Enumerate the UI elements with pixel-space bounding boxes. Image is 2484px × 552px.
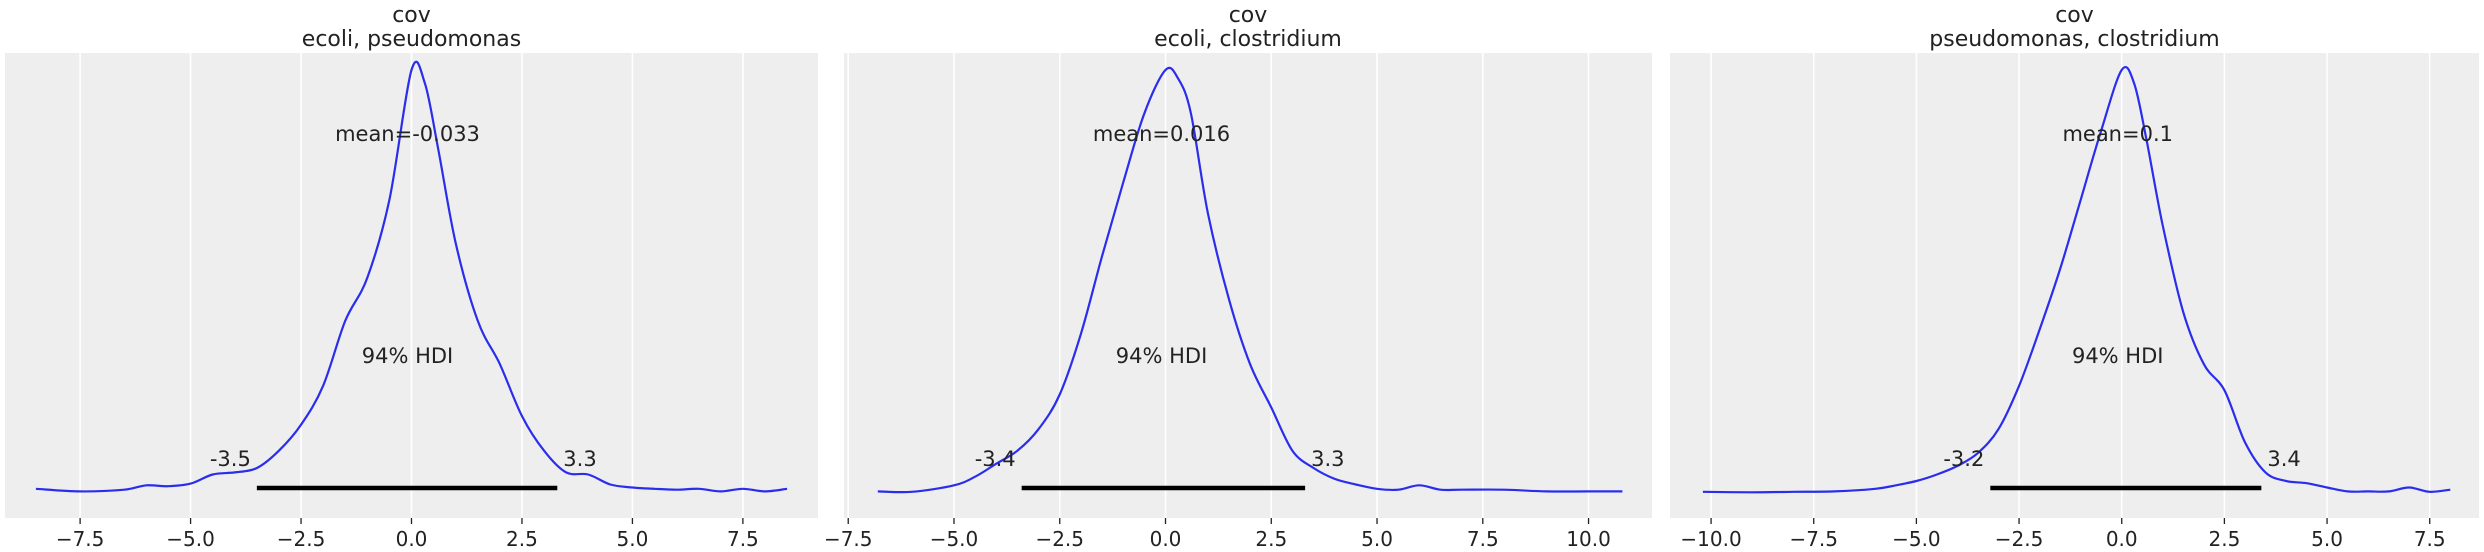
x-tick-label: −7.5 [56,527,105,551]
hdi-low-label: -3.4 [975,447,1016,471]
x-tick-label: −2.5 [1035,527,1084,551]
mean-label: mean=-0.033 [335,122,480,146]
x-tick-label: −5.0 [166,527,215,551]
x-tick-label: −2.5 [1995,527,2044,551]
hdi-high-label: 3.3 [1311,447,1344,471]
x-tick-label: 5.0 [1361,527,1393,551]
subplot-3: −10.0 −7.5 −5.0 −2.5 0.0 2.5 5.0 7.5 covpseudomo… [1670,3,2479,551]
hdi-high-label: 3.4 [2267,447,2300,471]
plot-area [1670,53,2479,518]
hdi-label: 94% HDI [362,344,454,368]
x-tick-label: −7.5 [824,527,873,551]
x-tick-label: 2.5 [2208,527,2240,551]
x-tick-label: −2.5 [277,527,326,551]
subplot-title-line1: cov [392,3,431,28]
mean-label: mean=0.016 [1093,122,1230,146]
plot-area [844,53,1652,518]
subplot-title-line1: cov [2055,3,2094,28]
density-curve [877,66,1623,494]
subplot-title-line1: cov [1229,3,1268,28]
hdi-label: 94% HDI [1116,344,1208,368]
x-tick-label: 0.0 [1150,527,1182,551]
x-tick-label: 0.0 [396,527,428,551]
x-tick-label: 7.5 [727,527,759,551]
x-tick-label: 10.0 [1566,527,1611,551]
subplot-title-line2: ecoli, pseudomonas [302,27,521,52]
density-curve [1702,65,2451,494]
hdi-low-label: -3.2 [1943,447,1984,471]
x-tick-label: 7.5 [2414,527,2446,551]
x-tick-label: 2.5 [506,527,538,551]
x-tick-label: −5.0 [1892,527,1941,551]
density-curve [35,60,788,493]
x-tick-label: −7.5 [1789,527,1838,551]
x-tick-label: 5.0 [2311,527,2343,551]
x-tick-label: 2.5 [1255,527,1287,551]
subplot-title-line2: pseudomonas, clostridium [1929,27,2219,52]
hdi-high-label: 3.3 [563,447,596,471]
hdi-label: 94% HDI [2072,344,2164,368]
x-tick-label: −10.0 [1680,527,1741,551]
x-tick-label: 0.0 [2106,527,2138,551]
x-tick-label: 7.5 [1467,527,1499,551]
hdi-low-label: -3.5 [210,447,251,471]
x-tick-label: 5.0 [617,527,649,551]
subplot-title-line2: ecoli, clostridium [1154,27,1342,52]
mean-label: mean=0.1 [2062,122,2173,146]
x-tick-label: −5.0 [930,527,979,551]
